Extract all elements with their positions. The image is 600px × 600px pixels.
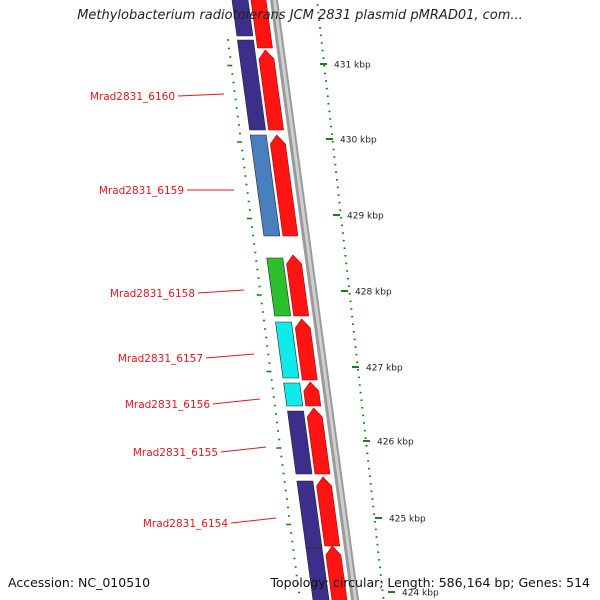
gene-segment (237, 39, 266, 131)
kbp-label: 425 kbp (389, 515, 426, 525)
gene-segment (275, 321, 300, 379)
gene-leader-line (230, 517, 277, 524)
kbp-label: 428 kbp (355, 288, 392, 298)
cds-arrow (270, 134, 299, 237)
kbp-label: 431 kbp (334, 61, 371, 71)
cds-arrow (325, 545, 348, 600)
gene-segment (283, 382, 304, 407)
map-title: Methylobacterium radiotolerans JCM 2831 … (77, 8, 523, 23)
gene-leader-line (220, 446, 267, 453)
kbp-label: 429 kbp (347, 212, 384, 222)
cds-arrow (303, 381, 322, 407)
gene-segment (296, 480, 323, 549)
kbp-label: 424 kbp (402, 589, 439, 599)
gene-label: Mrad2831_6157 (118, 353, 203, 365)
cds-arrow (316, 476, 341, 547)
gene-leader-line (205, 353, 255, 359)
cds-arrow (258, 49, 284, 131)
cds-arrow (250, 0, 273, 49)
kbp-label: 426 kbp (377, 438, 414, 448)
gene-label: Mrad2831_6160 (90, 91, 175, 103)
gene-segment (266, 257, 292, 317)
kbp-label: 427 kbp (366, 364, 403, 374)
gene-label: Mrad2831_6158 (110, 288, 195, 300)
topology-label: Topology: circular; Length: 586,164 bp; … (270, 575, 591, 590)
gene-leader-line (197, 289, 245, 294)
backbone-highlight (272, 0, 358, 600)
gene-leader-line (212, 398, 261, 405)
gene-label: Mrad2831_6155 (133, 447, 218, 459)
gene-leader-line (177, 93, 225, 97)
gene-label: Mrad2831_6156 (125, 399, 210, 411)
cds-arrow (294, 318, 318, 381)
cds-arrow (306, 407, 331, 475)
gene-segment (287, 410, 313, 475)
gene-segment-top (231, 0, 254, 37)
gene-label: Mrad2831_6154 (143, 518, 228, 530)
accession-label: Accession: NC_010510 (8, 575, 151, 590)
gene-segment (249, 134, 281, 237)
cds-arrow (286, 254, 310, 317)
kbp-label: 430 kbp (340, 136, 377, 146)
gene-label: Mrad2831_6159 (99, 185, 184, 197)
